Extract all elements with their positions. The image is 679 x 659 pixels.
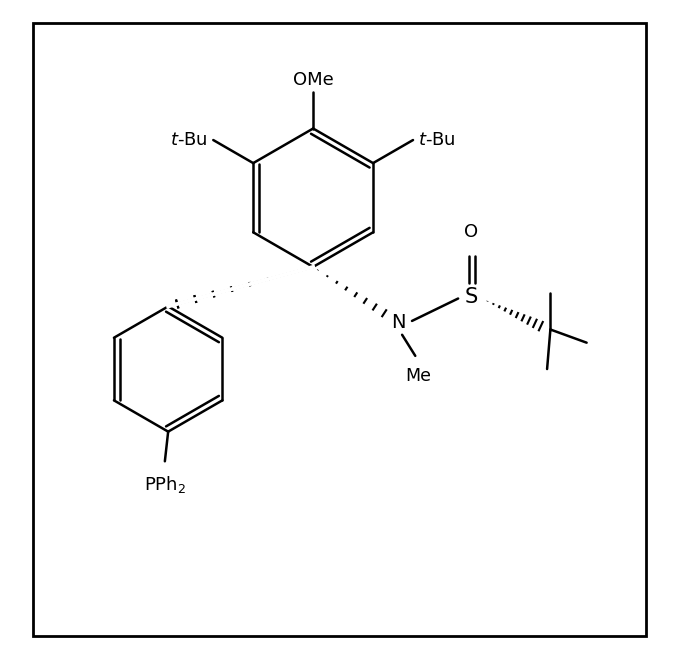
Text: $t$-Bu: $t$-Bu <box>170 131 208 149</box>
Text: O: O <box>464 223 479 241</box>
Text: S: S <box>464 287 478 306</box>
Text: Me: Me <box>405 367 432 385</box>
Text: OMe: OMe <box>293 71 333 90</box>
Text: $t$-Bu: $t$-Bu <box>418 131 456 149</box>
Text: N: N <box>392 314 406 332</box>
Text: PPh$_2$: PPh$_2$ <box>144 474 186 496</box>
